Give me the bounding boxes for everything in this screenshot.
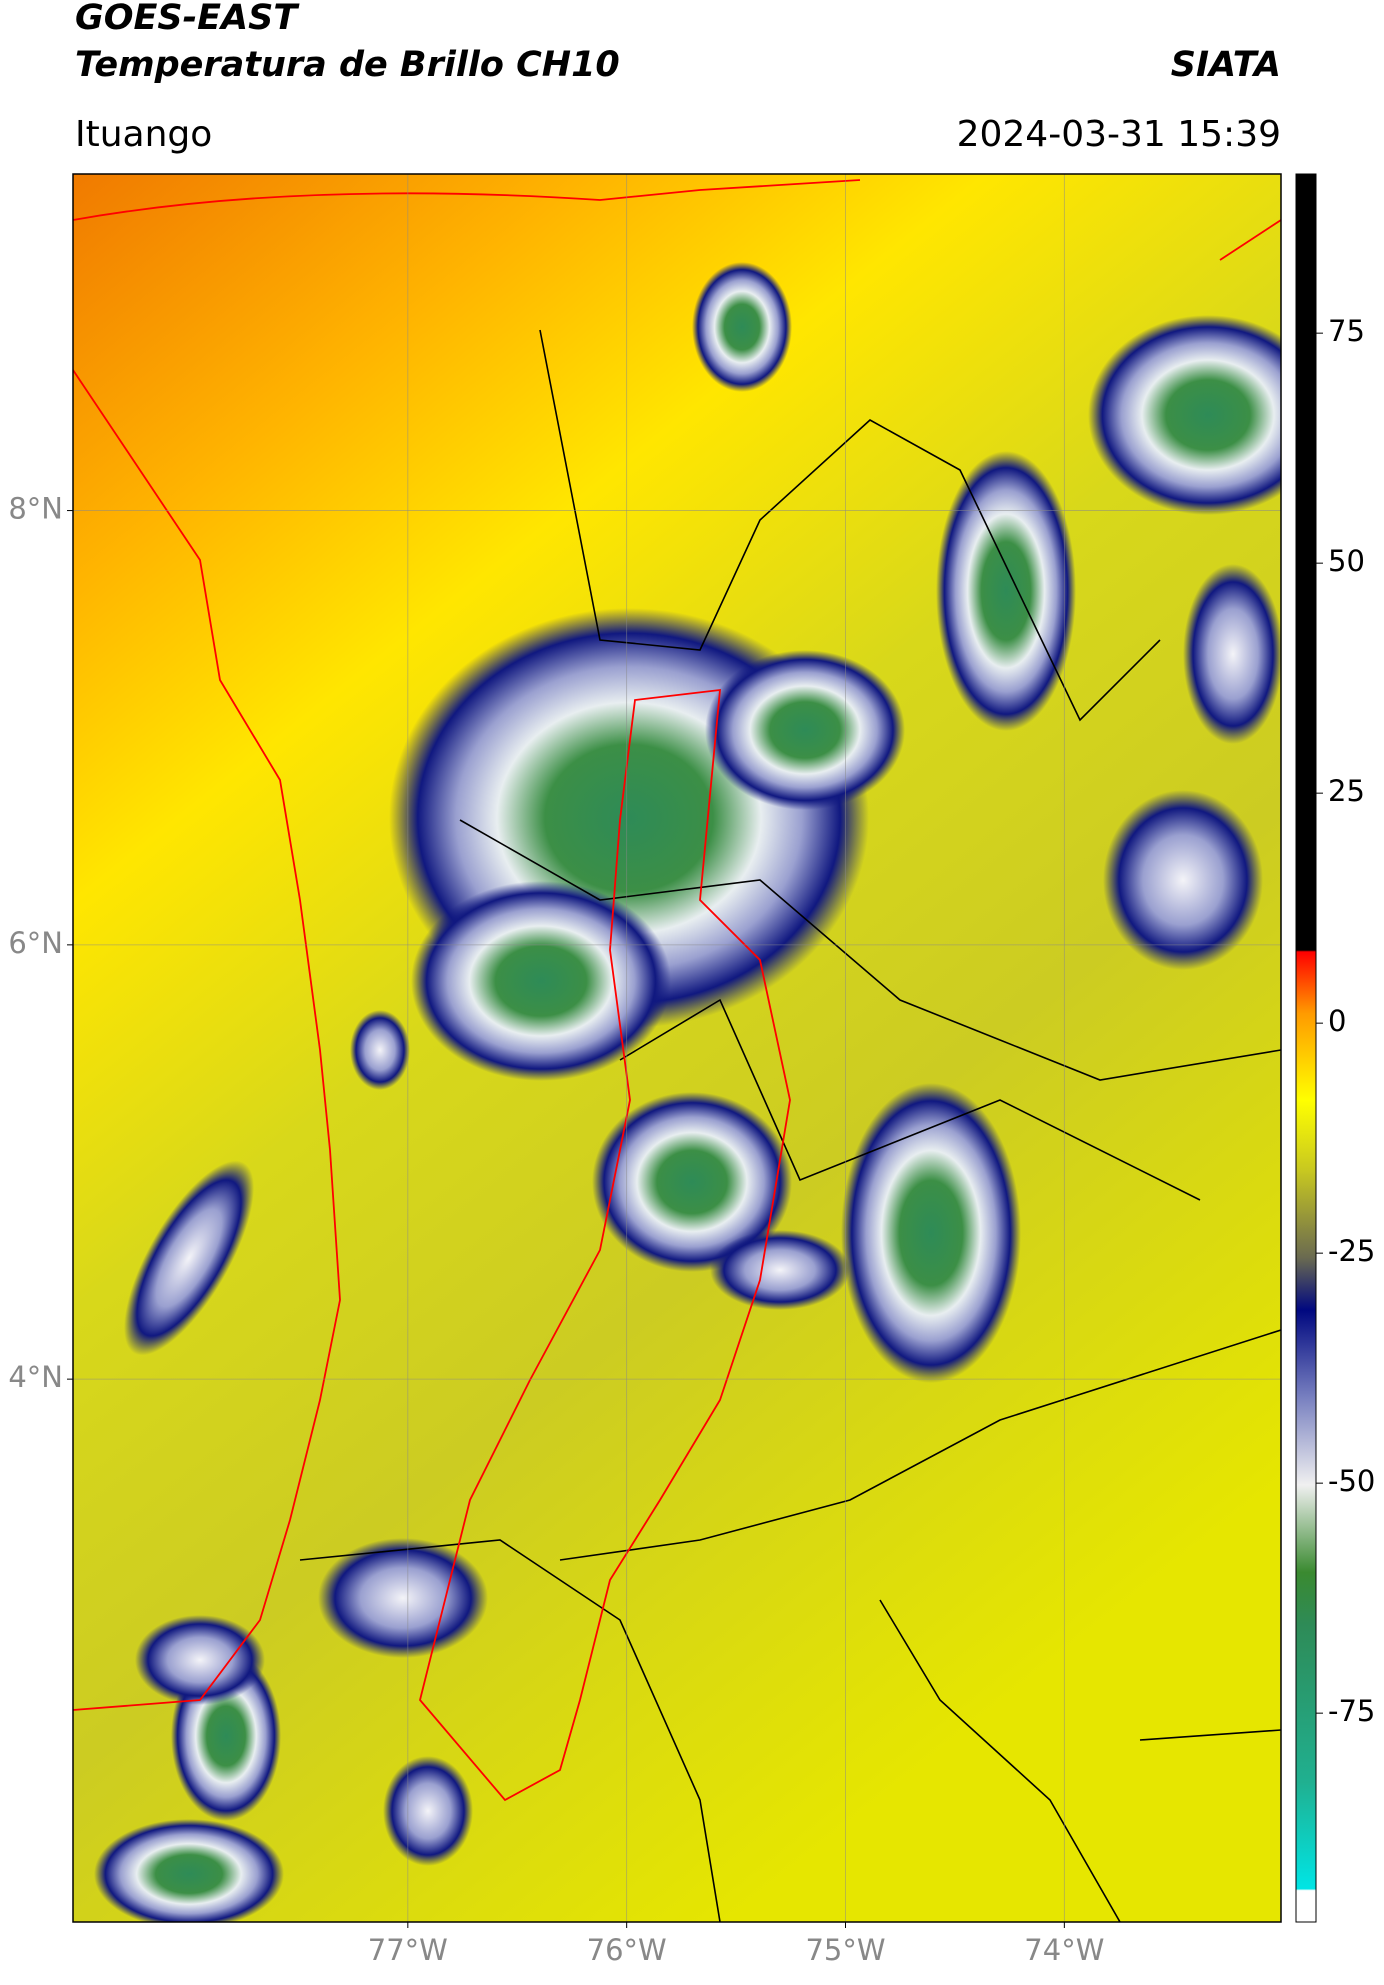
- colorbar-tick-label: -50: [1328, 1464, 1375, 1498]
- colorbar-tick-label: 50: [1328, 544, 1365, 578]
- y-tick-label: 6°N: [8, 926, 63, 960]
- grid: [73, 174, 1281, 1922]
- map: [73, 174, 1281, 1922]
- colorbar-tick-label: 0: [1328, 1004, 1346, 1038]
- x-tick-label: 77°W: [368, 1933, 448, 1967]
- x-tick-label: 76°W: [587, 1933, 667, 1967]
- map-frame: [72, 173, 1282, 1923]
- y-tick-label: 8°N: [8, 492, 63, 526]
- colorbar: [1295, 173, 1317, 1923]
- colorbar-tick-label: -25: [1328, 1234, 1375, 1268]
- cloud-field: [94, 262, 1281, 1922]
- subtitle: Temperatura de Brillo CH10: [75, 45, 620, 85]
- y-tick-label: 4°N: [8, 1360, 63, 1394]
- title: GOES-EAST: [75, 0, 300, 38]
- admin-borders: [299, 329, 1281, 1922]
- colorbar-tick-label: 25: [1328, 774, 1365, 808]
- coastline: [73, 179, 1281, 1802]
- x-tick-label: 75°W: [805, 1933, 885, 1967]
- colorbar-tick-label: -75: [1328, 1694, 1375, 1728]
- map-background: [73, 174, 1281, 1922]
- ticks: 77°W 76°W 75°W 74°W 8°N 6°N 4°N 75 50 25 0 -25 -50 -7…: [8, 314, 1375, 1967]
- source: SIATA: [1171, 45, 1281, 85]
- location: Ituango: [75, 114, 212, 155]
- timestamp: 2024-03-31 15:39: [957, 114, 1281, 155]
- x-tick-label: 74°W: [1024, 1933, 1104, 1967]
- colorbar-tick-label: 75: [1328, 314, 1365, 348]
